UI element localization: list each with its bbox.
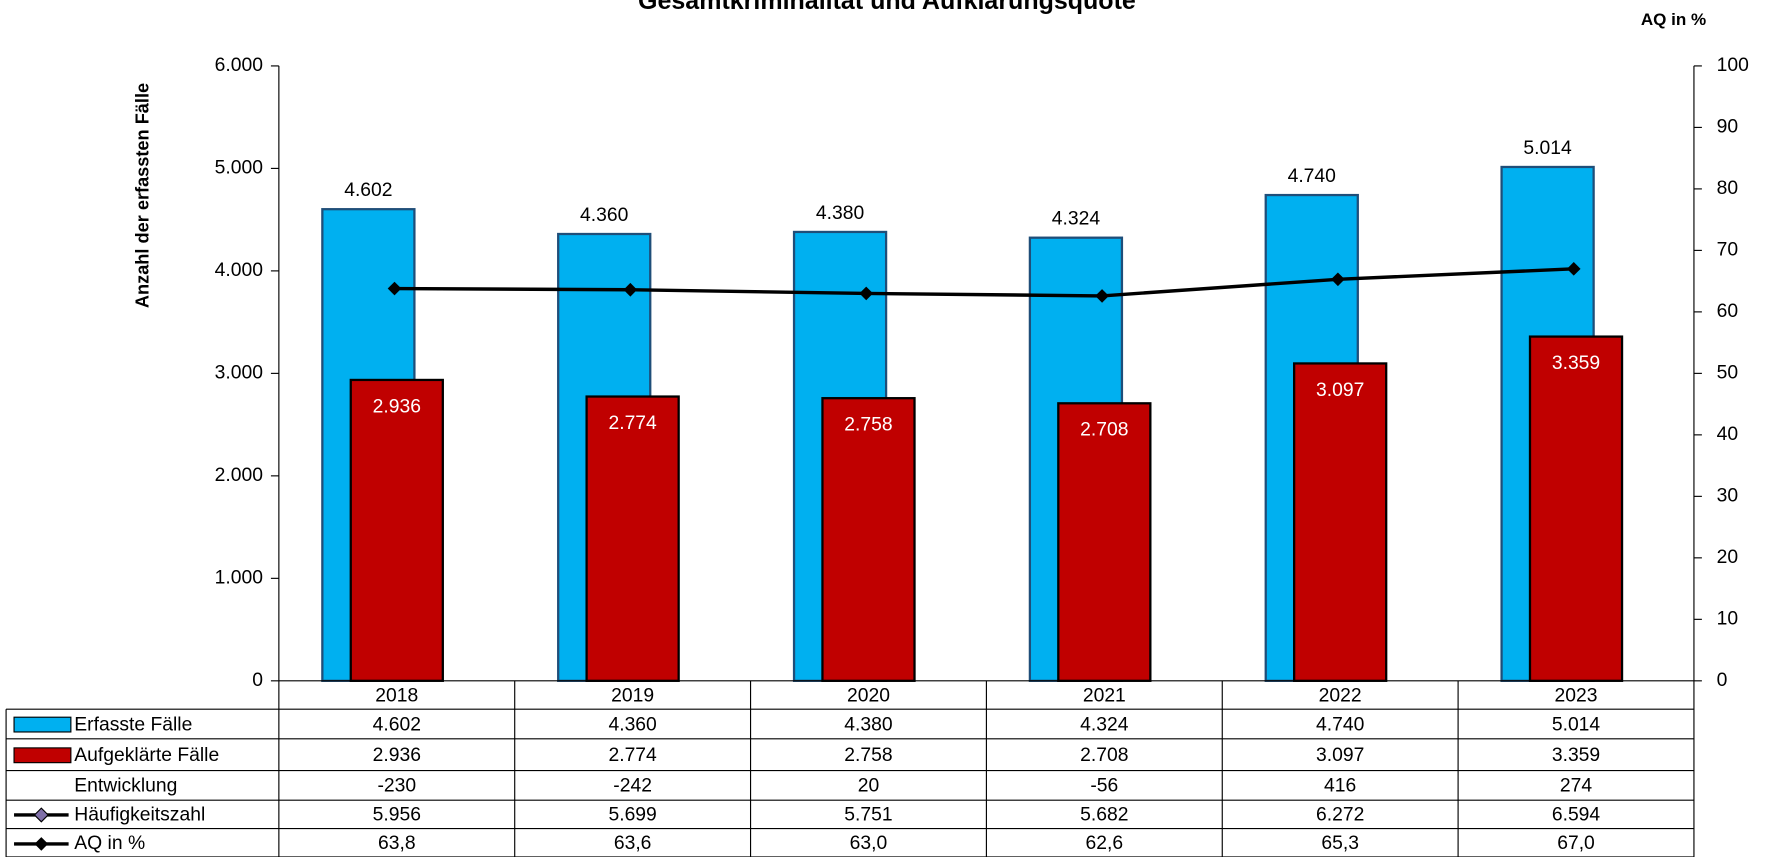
- data-label: 4.740: [1288, 166, 1336, 187]
- data-label: 2.936: [373, 396, 421, 417]
- y-axis-label: Anzahl der erfassten Fälle: [132, 83, 152, 308]
- bar: [349, 378, 444, 682]
- line-marker: [1566, 262, 1581, 276]
- y-tick-label: 3.000: [215, 362, 263, 383]
- table-cell: 5.751: [844, 805, 892, 826]
- y-tick-label: 2.000: [215, 465, 263, 486]
- bar: [1528, 335, 1624, 682]
- table-cell: 416: [1324, 776, 1356, 797]
- y2-tick-label: 70: [1717, 240, 1738, 261]
- legend-label: Erfasste Fälle: [74, 714, 192, 735]
- y2-tick-label: 100: [1717, 55, 1749, 76]
- y2-tick-label: 90: [1717, 117, 1738, 138]
- y2-tick-label: 10: [1717, 608, 1738, 629]
- legend-key-marker: [34, 837, 49, 851]
- legend-key: [13, 716, 72, 733]
- table-cell: -230: [377, 776, 416, 797]
- y-tick-label: 4.000: [215, 260, 263, 281]
- legend-label: AQ in %: [74, 833, 145, 854]
- table-cell: 2.774: [608, 745, 657, 766]
- legend-label: Entwicklung: [74, 776, 177, 797]
- x-tick-label: 2018: [375, 685, 418, 706]
- table-cell: 6.594: [1552, 805, 1601, 826]
- x-tick-label: 2022: [1319, 685, 1362, 706]
- data-label: 4.380: [816, 203, 864, 224]
- x-tick-label: 2021: [1083, 685, 1126, 706]
- table-cell: 63,8: [378, 833, 416, 854]
- x-tick-label: 2020: [847, 685, 890, 706]
- y2-tick-label: 60: [1717, 301, 1738, 322]
- table-cell: 4.602: [373, 714, 421, 735]
- y-tick-label: 1.000: [215, 567, 263, 588]
- y2-tick-label: 30: [1717, 485, 1738, 506]
- chart-title: Gesamtkriminalität und Aufklärungsquote: [638, 0, 1136, 15]
- table-cell: 6.272: [1316, 805, 1364, 826]
- table-cell: 4.324: [1080, 714, 1129, 735]
- x-tick-label: 2023: [1555, 685, 1598, 706]
- data-label: 2.708: [1080, 420, 1128, 441]
- bar: [821, 397, 916, 682]
- table-cell: 5.014: [1552, 714, 1601, 735]
- legend-label: Aufgeklärte Fälle: [74, 745, 219, 766]
- data-label: 2.774: [608, 413, 657, 434]
- table-cell: 65,3: [1321, 833, 1359, 854]
- line-marker: [859, 286, 874, 301]
- legend-label: Häufigkeitszahl: [74, 805, 205, 826]
- data-label: 4.602: [344, 180, 392, 201]
- line: [394, 267, 1574, 298]
- bar: [1057, 402, 1152, 682]
- y2-axis-label: AQ in %: [1641, 10, 1706, 29]
- x-tick-label: 2019: [611, 685, 654, 706]
- table-cell: 2.708: [1080, 745, 1128, 766]
- table-cell: -56: [1090, 776, 1118, 797]
- table-cell: 67,0: [1557, 833, 1595, 854]
- y-tick-label: 0: [252, 670, 263, 691]
- line-marker: [387, 281, 402, 296]
- y2-tick-label: 50: [1717, 362, 1738, 383]
- table-cell: 4.380: [844, 714, 892, 735]
- table-cell: 63,6: [614, 833, 652, 854]
- table-cell: -242: [613, 776, 652, 797]
- table-cell: 5.956: [373, 805, 421, 826]
- data-label: 3.359: [1552, 353, 1600, 374]
- table-cell: 4.740: [1316, 714, 1364, 735]
- y-tick-label: 6.000: [215, 55, 263, 76]
- y2-tick-label: 80: [1717, 178, 1738, 199]
- table-cell: 20: [858, 776, 879, 797]
- table-cell: 62,6: [1086, 833, 1124, 854]
- y2-tick-label: 0: [1717, 670, 1728, 691]
- table-cell: 63,0: [850, 833, 888, 854]
- table-cell: 5.699: [608, 805, 656, 826]
- data-label: 4.360: [580, 205, 628, 226]
- y2-tick-label: 20: [1717, 547, 1738, 568]
- y-tick-label: 5.000: [215, 158, 263, 179]
- bar: [585, 395, 680, 682]
- table-cell: 274: [1560, 776, 1592, 797]
- data-label: 2.758: [844, 415, 892, 436]
- table-cell: 3.097: [1316, 745, 1364, 766]
- line-marker: [1331, 272, 1345, 287]
- bar: [1293, 362, 1388, 682]
- data-label: 3.097: [1316, 380, 1364, 401]
- table-cell: 5.682: [1080, 805, 1128, 826]
- y2-tick-label: 40: [1717, 424, 1738, 445]
- data-label: 4.324: [1052, 209, 1101, 230]
- table-cell: 3.359: [1552, 745, 1600, 766]
- table-cell: 4.360: [608, 714, 656, 735]
- data-label: 5.014: [1523, 138, 1572, 159]
- line-marker: [1095, 289, 1109, 303]
- legend-key-marker: [33, 807, 49, 823]
- legend-key: [13, 747, 72, 764]
- table-cell: 2.936: [373, 745, 421, 766]
- table-cell: 2.758: [844, 745, 892, 766]
